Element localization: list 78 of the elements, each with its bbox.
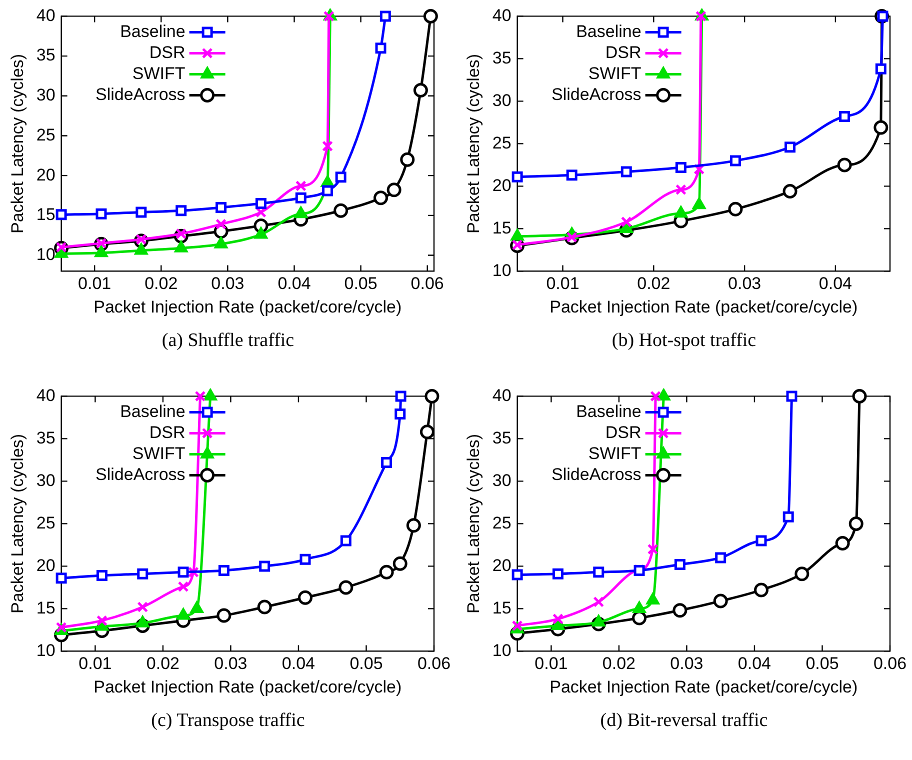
- y-tick-label: 15: [36, 598, 56, 618]
- y-tick-label: 35: [36, 46, 56, 65]
- x-tick-label: 0.01: [78, 654, 112, 674]
- x-tick-label: 0.01: [78, 274, 112, 294]
- legend-label: DSR: [149, 422, 186, 442]
- x-tick-label: 0.03: [728, 274, 762, 294]
- y-tick-label: 30: [36, 86, 56, 105]
- legend-label: SWIFT: [588, 444, 642, 463]
- y-tick-label: 20: [492, 176, 512, 195]
- x-tick-label: 0.01: [534, 654, 568, 674]
- x-axis-title: Packet Injection Rate (packet/core/cycle): [94, 677, 402, 696]
- x-tick-label: 0.04: [818, 274, 852, 294]
- x-tick-label: 0.05: [344, 274, 378, 294]
- legend-label: Baseline: [576, 22, 642, 41]
- y-tick-label: 15: [492, 218, 512, 238]
- x-axis-title: Packet Injection Rate (packet/core/cycle): [550, 297, 858, 316]
- y-tick-label: 10: [492, 640, 512, 660]
- x-tick-label: 0.04: [738, 654, 772, 674]
- y-tick-label: 10: [36, 244, 56, 264]
- legend-label: DSR: [605, 42, 642, 62]
- y-axis-title: Packet Latency (cycles): [8, 434, 27, 614]
- text: (c) Transpose traffic: [150, 710, 306, 732]
- y-axis-title: Packet Latency (cycles): [464, 434, 483, 614]
- legend-label: DSR: [149, 42, 186, 62]
- x-tick-label: 0.04: [282, 654, 316, 674]
- x-tick-label: 0.04: [278, 274, 311, 294]
- x-tick-label: 0.06: [410, 274, 444, 294]
- y-tick-label: 35: [492, 428, 512, 448]
- legend-label: Baseline: [576, 402, 642, 421]
- x-tick-label: 0.02: [602, 654, 636, 674]
- y-tick-label: 20: [492, 556, 512, 575]
- x-tick-label: 0.02: [637, 274, 670, 294]
- y-tick-label: 20: [36, 556, 56, 575]
- legend-label: SWIFT: [132, 444, 186, 463]
- legend-label: DSR: [605, 422, 642, 442]
- text: (b) Hot-spot traffic: [610, 330, 758, 352]
- legend-label: Baseline: [120, 22, 186, 41]
- y-tick-label: 10: [36, 640, 56, 660]
- y-tick-label: 40: [492, 6, 512, 25]
- y-tick-label: 15: [36, 205, 56, 224]
- x-tick-label: 0.02: [146, 654, 180, 674]
- x-tick-label: 0.03: [670, 654, 704, 674]
- y-tick-label: 35: [492, 48, 512, 68]
- x-tick-label: 0.03: [211, 274, 244, 294]
- y-tick-label: 15: [492, 598, 512, 618]
- y-tick-label: 20: [36, 165, 56, 184]
- text: (a) Shuffle traffic: [160, 330, 296, 352]
- x-tick-label: 0.01: [546, 274, 580, 294]
- x-axis-title: Packet Injection Rate (packet/core/cycle): [94, 297, 402, 316]
- y-tick-label: 40: [492, 386, 512, 405]
- x-axis-title: Packet Injection Rate (packet/core/cycle): [550, 677, 858, 696]
- y-tick-label: 25: [492, 133, 512, 152]
- x-tick-label: 0.06: [873, 654, 907, 674]
- y-axis-title: Packet Latency (cycles): [8, 54, 27, 234]
- y-tick-label: 30: [492, 90, 512, 110]
- x-tick-label: 0.05: [806, 654, 839, 674]
- legend-label: SlideAcross: [552, 84, 642, 104]
- legend-label: SlideAcross: [552, 464, 642, 484]
- x-tick-label: 0.06: [417, 654, 451, 674]
- y-tick-label: 10: [492, 260, 512, 280]
- y-tick-label: 40: [36, 386, 56, 405]
- legend-label: SWIFT: [132, 64, 186, 83]
- y-tick-label: 30: [492, 470, 512, 490]
- x-tick-label: 0.03: [214, 654, 248, 674]
- x-tick-label: 0.02: [144, 274, 178, 294]
- y-tick-label: 35: [36, 428, 56, 448]
- legend-label: SlideAcross: [96, 84, 186, 104]
- x-tick-label: 0.05: [350, 654, 383, 674]
- y-tick-label: 25: [36, 513, 56, 532]
- y-tick-label: 25: [36, 125, 56, 144]
- legend-label: Baseline: [120, 402, 186, 421]
- text: (d) Bit-reversal traffic: [599, 710, 769, 732]
- y-tick-label: 40: [36, 6, 56, 25]
- legend-label: SWIFT: [588, 64, 642, 83]
- legend-label: SlideAcross: [96, 464, 186, 484]
- y-tick-label: 30: [36, 470, 56, 490]
- y-axis-title: Packet Latency (cycles): [464, 54, 483, 234]
- y-tick-label: 25: [492, 513, 512, 532]
